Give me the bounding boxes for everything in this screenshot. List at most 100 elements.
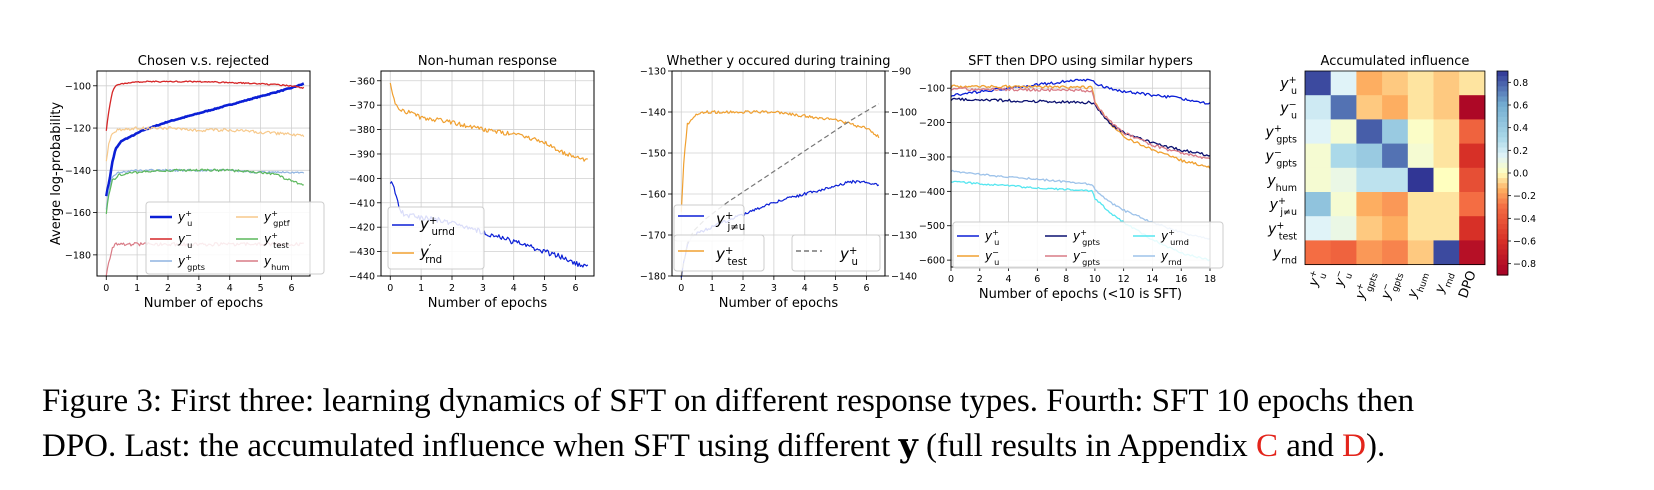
legend-label: yrnd [1160, 249, 1182, 267]
legend-label: y+ gptf [263, 208, 291, 228]
caption-and: and [1278, 428, 1343, 464]
colorbar-segment [1497, 259, 1508, 266]
colorbar-segment [1497, 264, 1508, 271]
y-tick-label: −420 [349, 223, 375, 234]
heatmap-cell [1305, 240, 1332, 266]
y2-tick-label: −140 [891, 272, 917, 283]
colorbar-segment [1497, 249, 1508, 256]
heatmap-cell [1356, 216, 1383, 241]
colorbar-segment [1497, 254, 1508, 261]
legend-label: y+ u [839, 245, 858, 268]
appendix-link-c[interactable]: C [1256, 428, 1279, 464]
x-tick-label: 5 [833, 283, 839, 294]
y-tick-label: −180 [640, 272, 666, 283]
colorbar-segment [1497, 188, 1508, 194]
colorbar-segment [1497, 111, 1508, 118]
colorbar-segment [1497, 193, 1508, 200]
legend-label: y′ rnd [419, 243, 442, 266]
x-tick-label: 2 [165, 283, 171, 294]
legend-label: y− gpts [1072, 247, 1100, 267]
colorbar-segment [1497, 218, 1508, 225]
colorbar-tick-label: −0.8 [1513, 259, 1536, 270]
legend-label: y− u [984, 247, 999, 267]
heatmap-cell [1459, 143, 1486, 169]
y-tick-label: −120 [65, 124, 91, 135]
heatmap-cell [1433, 216, 1460, 241]
x-tick-label: 4 [227, 283, 233, 294]
x-tick-label: 10 [1089, 274, 1101, 285]
heatmap-col-label: y+u [1305, 268, 1329, 290]
x-axis-label: Number of epochs [144, 296, 264, 311]
legend-label: y+ gpts [1072, 227, 1100, 247]
x-tick-label: 16 [1175, 274, 1187, 285]
colorbar-segment [1497, 234, 1508, 240]
colorbar-segment [1497, 157, 1508, 164]
x-tick-label: 6 [288, 283, 294, 294]
colorbar-segment [1497, 81, 1508, 87]
heatmap-cell [1330, 71, 1357, 96]
colorbar-segment [1497, 208, 1508, 215]
y-tick-label: −440 [349, 272, 375, 283]
x-tick-label: 0 [678, 283, 684, 294]
appendix-link-d[interactable]: D [1342, 428, 1367, 464]
x-tick-label: 12 [1118, 274, 1130, 285]
heatmap-cell [1356, 95, 1383, 120]
colorbar-segment [1497, 213, 1508, 220]
y2-tick-label: −120 [891, 190, 917, 201]
series-line-y_test^+ [105, 168, 304, 214]
heatmap-col-label: y−gpts [1377, 268, 1406, 304]
heatmap-cell [1356, 119, 1383, 145]
y-axis-label: Averge log-probability [49, 102, 64, 245]
colorbar-segment [1497, 178, 1508, 184]
caption-end: ). [1366, 428, 1386, 464]
legend-label: y+ j≠u [715, 210, 745, 233]
heatmap-cell [1382, 192, 1409, 217]
colorbar-segment [1497, 173, 1508, 179]
heatmap-cell [1433, 95, 1460, 120]
legend-label: yhum [263, 254, 289, 272]
heatmap-cell [1305, 95, 1332, 120]
colorbar-segment [1497, 106, 1508, 113]
colorbar-segment [1497, 86, 1508, 92]
y2-tick-label: −130 [891, 231, 917, 242]
heatmap-col-label: y−u [1331, 268, 1355, 290]
x-tick-label: 2 [977, 274, 983, 285]
heatmap-row-label: y+ gpts [1265, 123, 1297, 145]
x-tick-label: 1 [709, 283, 715, 294]
heatmap-col-label: y+gpts [1352, 268, 1381, 304]
legend-box [952, 221, 1224, 269]
x-tick-label: 5 [542, 283, 548, 294]
heatmap-cell [1407, 71, 1434, 96]
heatmap-cell [1356, 167, 1383, 193]
y-tick-label: −360 [349, 76, 375, 87]
y-tick-label: −100 [65, 81, 91, 92]
y-tick-label: −500 [919, 221, 945, 232]
legend-label: y+ u [984, 227, 999, 247]
legend-label: y+ u [177, 208, 192, 228]
colorbar-segment [1497, 116, 1508, 123]
heatmap-cell [1459, 240, 1486, 266]
caption-line1: Figure 3: First three: learning dynamics… [42, 383, 1415, 419]
y-tick-label: −380 [349, 125, 375, 136]
x-tick-label: 3 [196, 283, 202, 294]
heatmap-cell [1382, 167, 1409, 193]
y-tick-label: −160 [65, 208, 91, 219]
colorbar-segment [1497, 122, 1508, 128]
heatmap-cell [1330, 143, 1357, 169]
colorbar-segment [1497, 269, 1508, 276]
heatmap-frame [1304, 70, 1486, 266]
x-axis-label: Number of epochs (<10 is SFT) [979, 287, 1182, 302]
colorbar-segment [1497, 152, 1508, 159]
x-tick-label: 4 [1006, 274, 1012, 285]
heatmap-cell [1433, 167, 1460, 193]
heatmap-cell [1356, 240, 1383, 266]
x-tick-label: 4 [802, 283, 808, 294]
plot-frame [96, 70, 311, 277]
heatmap-row-label: yrnd [1272, 246, 1297, 267]
caption-line2a: DPO. Last: the accumulated influence whe… [42, 428, 899, 464]
figure-caption: Figure 3: First three: learning dynamics… [42, 380, 1632, 468]
series-line-y_u^+ [105, 82, 305, 197]
panel-title: Non-human response [418, 54, 557, 69]
